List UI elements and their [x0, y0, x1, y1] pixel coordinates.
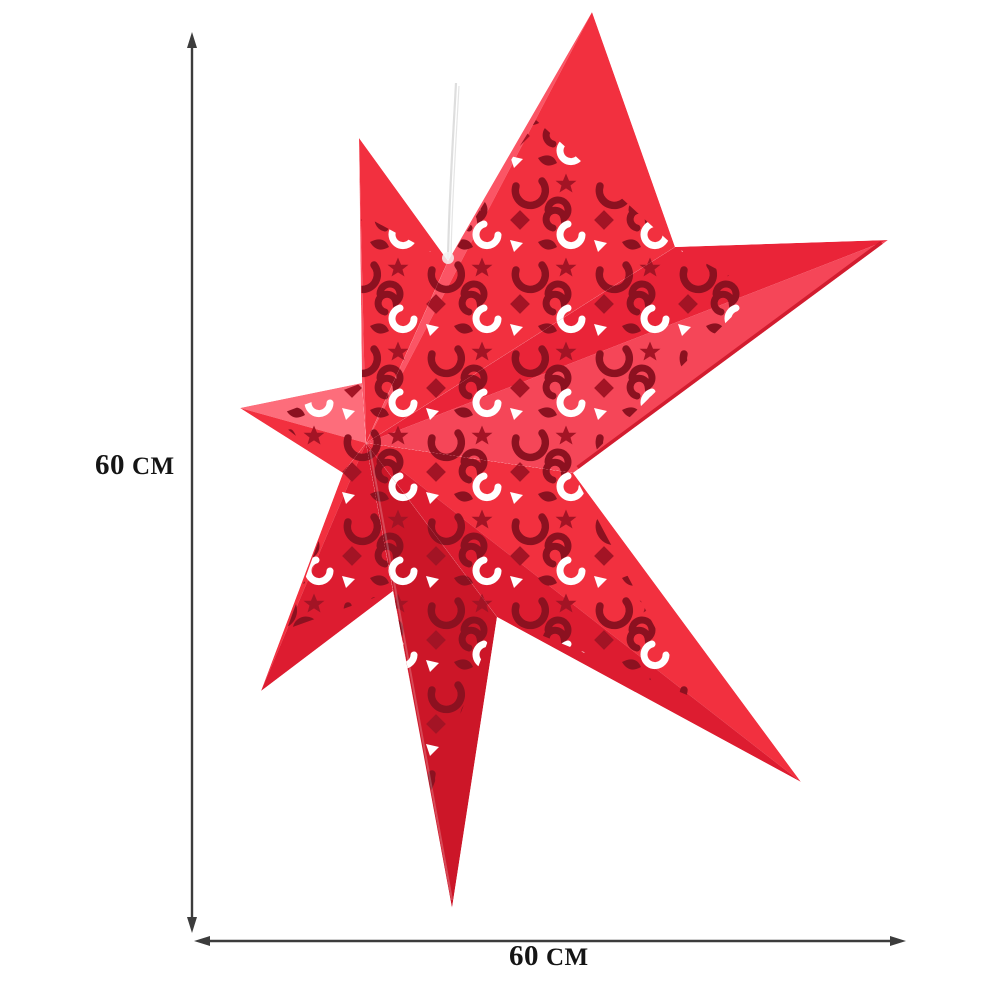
- star-point-lower-left: [261, 443, 393, 691]
- arrowhead-up: [187, 32, 197, 48]
- horizontal-dimension-arrow: [194, 936, 906, 946]
- width-dimension-label: 60 CM: [509, 942, 589, 971]
- vertical-dimension-arrow: [187, 32, 197, 933]
- star-point-left: [240, 383, 366, 473]
- height-unit: CM: [132, 453, 175, 480]
- arrowhead-down: [187, 917, 197, 933]
- hanging-string: [446, 82, 460, 260]
- star-point-right: [366, 240, 888, 473]
- star-point-upper-left: [359, 138, 448, 443]
- star-point-top: [366, 12, 675, 443]
- width-value: 60: [509, 940, 539, 972]
- star-point-bottom-right: [366, 443, 801, 782]
- width-unit: CM: [546, 944, 589, 971]
- string-bead: [442, 252, 454, 264]
- star-point-bottom: [366, 443, 497, 908]
- arrowhead-right: [890, 936, 906, 946]
- height-dimension-label: 60 CM: [95, 451, 175, 480]
- arrowhead-left: [194, 936, 210, 946]
- height-value: 60: [95, 449, 125, 481]
